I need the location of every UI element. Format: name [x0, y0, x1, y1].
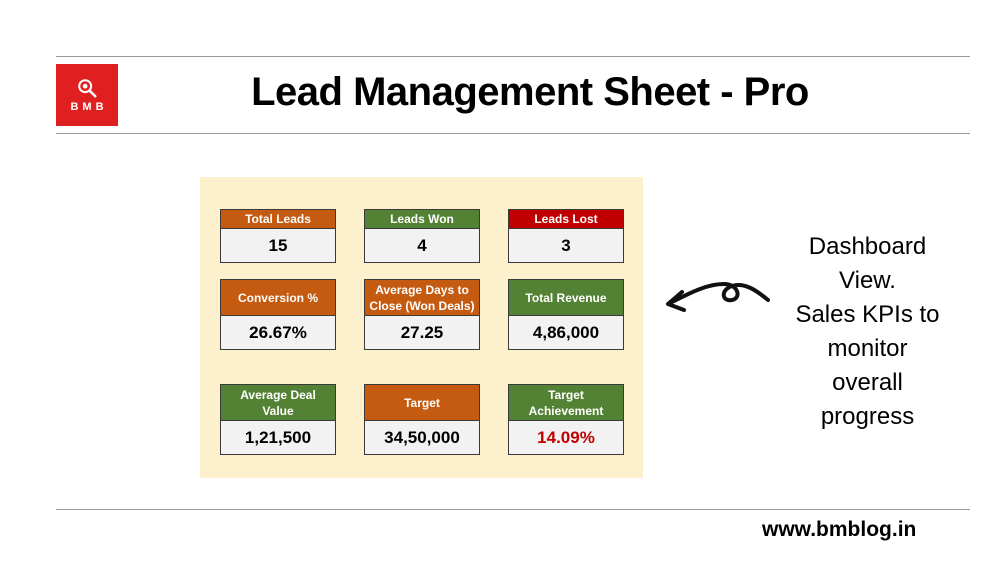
top-divider: [56, 56, 970, 57]
kpi-card-avg-days-to-close: Average Days to Close (Won Deals) 27.25: [364, 279, 480, 350]
page-title: Lead Management Sheet - Pro: [251, 70, 809, 114]
dashboard-annotation: Dashboard View. Sales KPIs to monitor ov…: [780, 230, 955, 434]
annotation-line: View.: [839, 267, 896, 294]
kpi-label: Target Achievement: [509, 385, 623, 421]
kpi-label: Average Deal Value: [221, 385, 335, 421]
kpi-label: Leads Lost: [509, 210, 623, 229]
logo-text: BMB: [70, 101, 108, 113]
kpi-card-avg-deal-value: Average Deal Value 1,21,500: [220, 384, 336, 455]
annotation-line: progress: [820, 403, 915, 430]
annotation-line: overall: [832, 369, 903, 396]
annotation-line: Sales KPIs to: [795, 301, 940, 328]
kpi-dashboard: Total Leads 15 Leads Won 4 Leads Lost 3 …: [200, 177, 643, 478]
kpi-value: 1,21,500: [221, 421, 335, 454]
kpi-card-target-achievement: Target Achievement 14.09%: [508, 384, 624, 455]
kpi-value: 4: [365, 229, 479, 262]
annotation-line: monitor: [827, 335, 908, 362]
kpi-card-total-leads: Total Leads 15: [220, 209, 336, 263]
kpi-card-leads-lost: Leads Lost 3: [508, 209, 624, 263]
curved-arrow-icon: [666, 281, 770, 312]
kpi-label: Conversion %: [221, 280, 335, 316]
title-divider: [56, 133, 970, 134]
kpi-value: 26.67%: [221, 316, 335, 349]
annotation-line: Dashboard: [808, 233, 927, 260]
kpi-label: Leads Won: [365, 210, 479, 229]
kpi-value: 15: [221, 229, 335, 262]
kpi-label: Average Days to Close (Won Deals): [365, 280, 479, 316]
website-url[interactable]: www.bmblog.in: [762, 518, 917, 541]
kpi-card-total-revenue: Total Revenue 4,86,000: [508, 279, 624, 350]
bottom-divider: [56, 509, 970, 510]
kpi-value: 4,86,000: [509, 316, 623, 349]
kpi-value: 27.25: [365, 316, 479, 349]
kpi-label: Total Revenue: [509, 280, 623, 316]
magnifier-icon: [78, 79, 97, 98]
kpi-label: Total Leads: [221, 210, 335, 229]
kpi-value: 14.09%: [509, 421, 623, 454]
bmb-logo: BMB: [56, 64, 118, 126]
kpi-card-target: Target 34,50,000: [364, 384, 480, 455]
kpi-card-conversion: Conversion % 26.67%: [220, 279, 336, 350]
kpi-value: 3: [509, 229, 623, 262]
kpi-label: Target: [365, 385, 479, 421]
kpi-value: 34,50,000: [365, 421, 479, 454]
kpi-card-leads-won: Leads Won 4: [364, 209, 480, 263]
